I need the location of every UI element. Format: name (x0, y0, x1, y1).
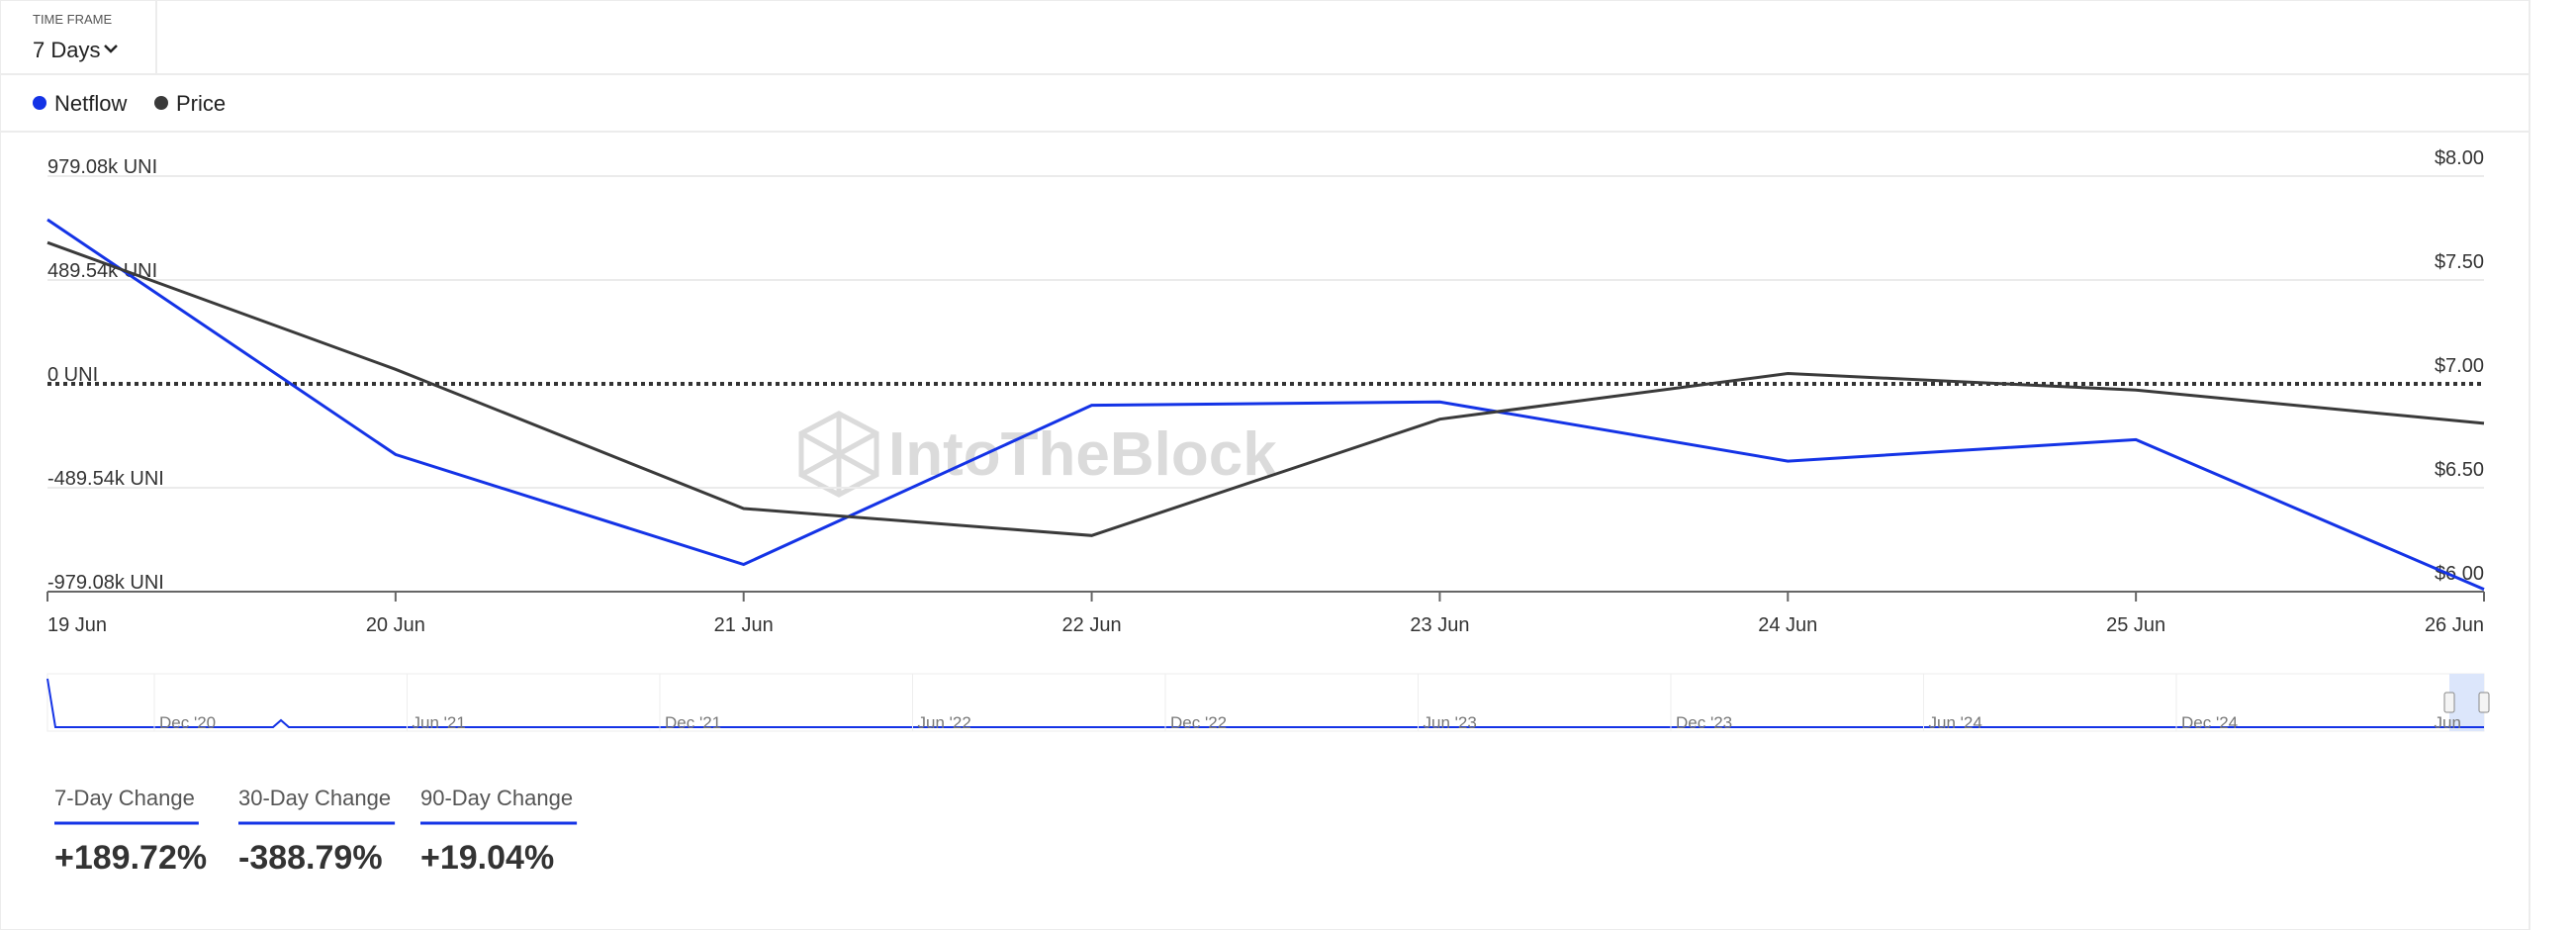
x-tick-label: 24 Jun (1758, 614, 1817, 636)
navigator-label: Jun (2435, 713, 2461, 732)
y2-tick-label: $6.00 (2435, 563, 2484, 585)
navigator-label: Jun '24 (1929, 713, 1982, 732)
stat-value: +189.72% (54, 839, 207, 877)
series-line (46, 218, 2485, 592)
navigator-label: Dec '23 (1676, 713, 1732, 732)
y-tick-label: 979.08k UNI (47, 156, 157, 178)
x-tick-label: 21 Jun (714, 614, 774, 636)
navigator-line (46, 678, 2484, 728)
navigator-label: Jun '21 (413, 713, 466, 732)
x-tick-label: 23 Jun (1410, 614, 1469, 636)
legend-dot[interactable] (154, 96, 168, 110)
chevron (104, 45, 118, 53)
navigator-label: Dec '22 (1170, 713, 1227, 732)
watermark-text: IntoTheBlock (888, 420, 1277, 489)
x-tick-label: 26 Jun (2425, 614, 2484, 636)
y2-tick-label: $7.00 (2435, 355, 2484, 377)
dropdown[interactable]: 7 Days (33, 38, 118, 62)
navigator-label: Jun '22 (918, 713, 971, 732)
y-tick-label: -489.54k UNI (47, 468, 164, 490)
legend-dot[interactable] (33, 96, 46, 110)
watermark-logo (798, 411, 879, 498)
watermark: IntoTheBlock (798, 411, 1277, 498)
navigator-handle[interactable] (2443, 692, 2455, 713)
dropdown-value[interactable]: 7 Days (33, 38, 100, 62)
navigator (46, 673, 2490, 732)
series-line (46, 240, 2485, 537)
stat-value: +19.04% (420, 839, 554, 877)
x-tick-label: 20 Jun (366, 614, 425, 636)
x-tick-label: 25 Jun (2106, 614, 2165, 636)
y2-tick-label: $8.00 (2435, 147, 2484, 169)
legend-label[interactable]: Price (176, 91, 226, 116)
time-frame-label: TIME FRAME (33, 12, 112, 27)
navigator-label: Dec '21 (665, 713, 721, 732)
navigator-selection[interactable] (2449, 674, 2484, 731)
stat-value: -388.79% (238, 839, 383, 877)
navigator-handle[interactable] (2478, 692, 2490, 713)
navigator-label: Dec '20 (159, 713, 216, 732)
legend-label[interactable]: Netflow (54, 91, 127, 116)
y-tick-label: -979.08k UNI (47, 572, 164, 594)
stat-label[interactable]: 90-Day Change (420, 786, 573, 810)
x-tick-label: 22 Jun (1062, 614, 1122, 636)
y2-tick-label: $6.50 (2435, 459, 2484, 481)
x-tick-label: 19 Jun (47, 614, 107, 636)
stat-label[interactable]: 7-Day Change (54, 786, 195, 810)
y-tick-label: 0 UNI (47, 364, 98, 386)
navigator-label: Dec '24 (2181, 713, 2238, 732)
stat-label[interactable]: 30-Day Change (238, 786, 391, 810)
navigator-label: Jun '23 (1424, 713, 1477, 732)
y2-tick-label: $7.50 (2435, 251, 2484, 273)
